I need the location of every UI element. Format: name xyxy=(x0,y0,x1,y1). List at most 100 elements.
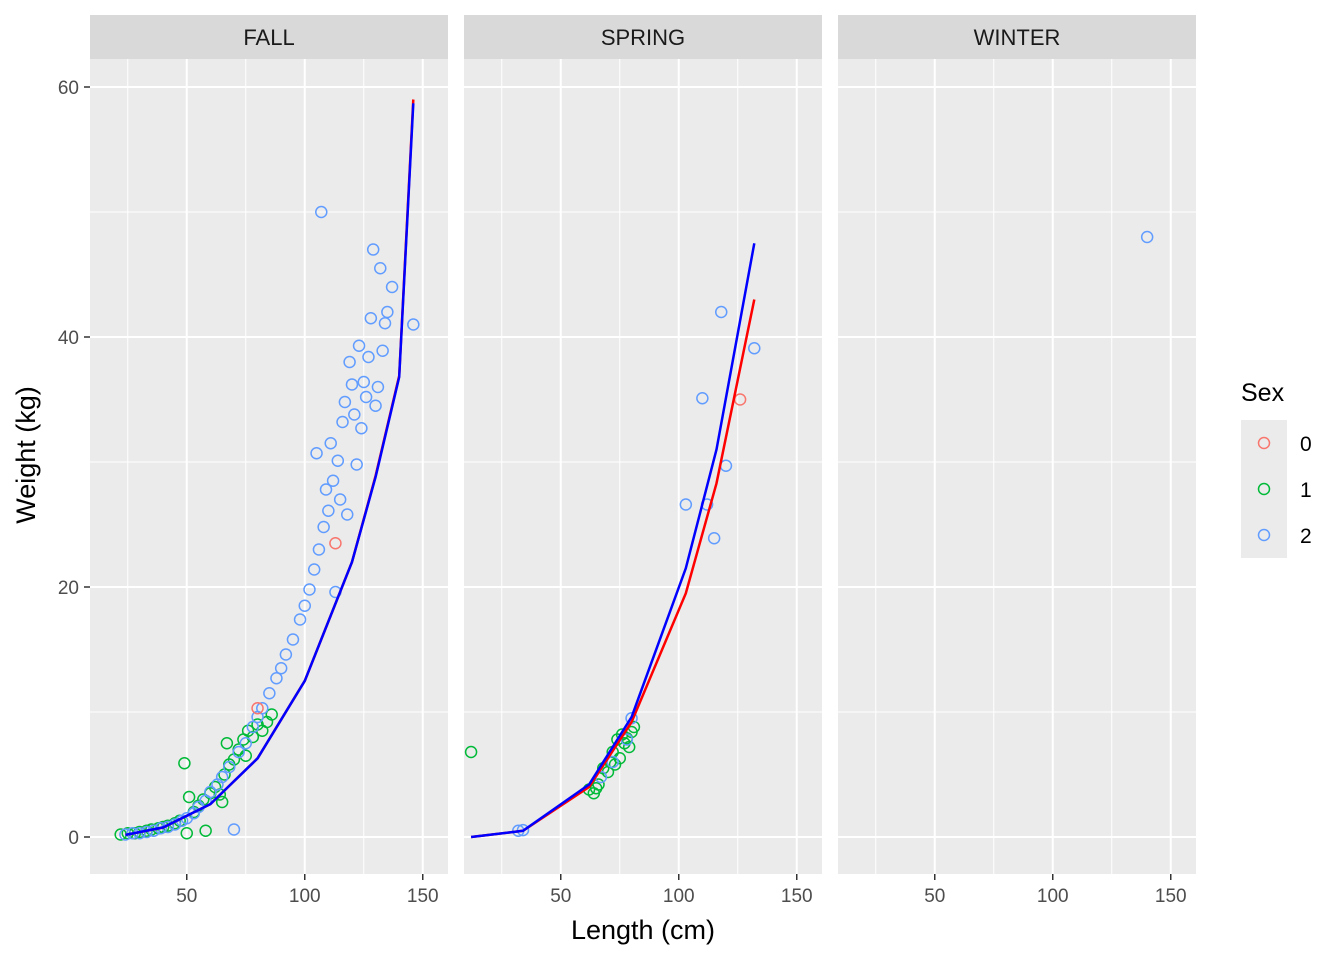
point-sex-2 xyxy=(256,702,269,715)
point-sex-2 xyxy=(357,375,371,389)
point-sex-1 xyxy=(622,740,636,754)
point-sex-2 xyxy=(215,770,229,784)
point-sex-2 xyxy=(286,633,300,646)
y-axis-title: Weight (kg) xyxy=(11,386,41,524)
point-sex-2 xyxy=(407,318,420,331)
point-sex-2 xyxy=(381,305,394,319)
point-sex-1 xyxy=(613,752,627,765)
point-sex-2 xyxy=(679,498,693,511)
legend-label-1: 1 xyxy=(1300,479,1312,502)
point-sex-1 xyxy=(178,757,191,770)
point-sex-1 xyxy=(592,778,605,791)
strip-background xyxy=(464,15,822,59)
y-tick-label: 60 xyxy=(58,78,79,99)
y-tick-label: 20 xyxy=(58,578,79,599)
x-tick-label: 50 xyxy=(176,886,197,907)
point-sex-2 xyxy=(376,344,389,357)
point-sex-2 xyxy=(279,648,293,661)
x-tick-label: 100 xyxy=(1037,886,1069,907)
point-sex-2 xyxy=(336,415,349,429)
point-sex-2 xyxy=(516,823,530,837)
point-sex-2 xyxy=(374,262,387,275)
x-tick-label: 100 xyxy=(663,886,695,907)
point-sex-2 xyxy=(303,583,316,596)
legend-keys: 0 1 2 xyxy=(1241,420,1312,558)
point-sex-2 xyxy=(293,613,307,626)
point-sex-2 xyxy=(369,399,382,412)
point-sex-2 xyxy=(362,350,375,364)
point-sex-2 xyxy=(364,312,378,325)
point-sex-2 xyxy=(326,474,340,487)
point-sex-2 xyxy=(714,305,728,319)
point-sex-2 xyxy=(331,454,345,467)
point-sex-0 xyxy=(329,537,342,550)
point-sex-2 xyxy=(222,760,236,774)
legend-label-2: 2 xyxy=(1300,525,1312,548)
strip-background xyxy=(838,15,1196,59)
point-sex-2 xyxy=(324,437,337,450)
point-sex-1 xyxy=(215,795,229,809)
y-axis: 0 20 40 60 xyxy=(58,78,90,849)
point-sex-2 xyxy=(348,408,361,421)
panel-fall: FALL 50 100 150 xyxy=(90,15,448,907)
point-sex-2 xyxy=(350,458,363,471)
point-sex-2 xyxy=(227,823,241,836)
y-tick-label: 0 xyxy=(68,828,79,849)
point-sex-1 xyxy=(180,827,194,840)
strip-background xyxy=(90,15,448,59)
x-axis-title: Length (cm) xyxy=(571,915,715,945)
point-sex-2 xyxy=(232,745,245,759)
y-tick-label: 40 xyxy=(58,328,79,349)
point-sex-2 xyxy=(307,563,321,576)
point-sex-1 xyxy=(239,749,253,762)
point-sex-1 xyxy=(182,790,196,804)
point-sex-2 xyxy=(338,395,352,409)
point-sex-2 xyxy=(319,483,333,496)
point-sex-2 xyxy=(333,493,347,506)
point-sex-2 xyxy=(371,380,385,394)
point-sex-2 xyxy=(748,342,761,355)
point-sex-2 xyxy=(345,378,359,391)
point-sex-2 xyxy=(317,520,330,534)
legend-label-0: 0 xyxy=(1300,433,1312,456)
point-sex-2 xyxy=(1140,230,1154,244)
point-sex-2 xyxy=(204,785,217,799)
legend-key-0 xyxy=(1257,436,1271,450)
point-sex-2 xyxy=(340,508,354,521)
x-tick-label: 50 xyxy=(924,886,945,907)
point-sex-2 xyxy=(263,687,276,700)
point-sex-2 xyxy=(355,422,368,435)
legend-key-2 xyxy=(1257,528,1271,542)
panel-background xyxy=(464,59,822,874)
strip-label: FALL xyxy=(243,25,294,50)
x-tick-label: 150 xyxy=(1155,886,1187,907)
point-sex-2 xyxy=(707,532,721,545)
point-sex-2 xyxy=(343,355,356,369)
point-sex-0 xyxy=(251,702,264,715)
point-sex-2 xyxy=(274,662,288,675)
panel-background xyxy=(90,59,448,874)
point-sex-2 xyxy=(352,339,366,352)
fit-line-sex-2 xyxy=(125,103,415,837)
panel-spring: SPRING 50 100 150 xyxy=(464,15,822,907)
point-sex-1 xyxy=(246,730,260,744)
strip-label: WINTER xyxy=(974,25,1061,50)
x-tick-label: 50 xyxy=(550,886,571,907)
point-sex-1 xyxy=(220,737,234,750)
strip-label: SPRING xyxy=(601,25,685,50)
point-sex-2 xyxy=(310,447,323,460)
point-sex-2 xyxy=(239,737,253,750)
point-sex-2 xyxy=(270,672,283,685)
panels-layer: FALL 50 100 150 SPRING 50 100 150 WINTER 50 100 150 xyxy=(90,15,1196,907)
fit-line-sex-2 xyxy=(470,243,756,839)
point-sex-1 xyxy=(265,708,278,721)
point-sex-2 xyxy=(312,543,326,556)
x-tick-label: 100 xyxy=(289,886,321,907)
point-sex-1 xyxy=(199,824,212,837)
legend: Sex 0 1 2 xyxy=(1241,379,1312,558)
x-tick-label: 150 xyxy=(781,886,813,907)
legend-key-background xyxy=(1241,420,1287,558)
x-tick-label: 150 xyxy=(407,886,439,907)
point-sex-2 xyxy=(322,504,335,517)
point-sex-2 xyxy=(696,392,709,405)
